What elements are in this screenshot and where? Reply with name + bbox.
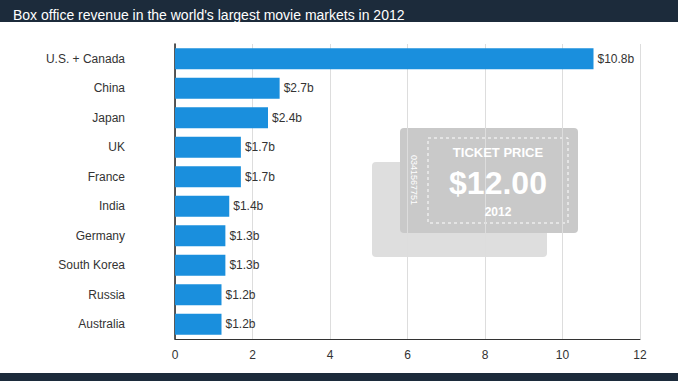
svg-text:Germany: Germany — [76, 229, 125, 243]
svg-text:12: 12 — [633, 348, 647, 362]
svg-text:$1.7b: $1.7b — [245, 170, 275, 184]
svg-text:TICKET PRICE: TICKET PRICE — [453, 145, 544, 160]
svg-text:Japan: Japan — [92, 111, 125, 125]
svg-text:$1.7b: $1.7b — [245, 140, 275, 154]
svg-text:Australia: Australia — [78, 317, 125, 331]
svg-text:2: 2 — [249, 348, 256, 362]
svg-text:4: 4 — [327, 348, 334, 362]
svg-text:$1.4b: $1.4b — [233, 199, 263, 213]
svg-text:2012: 2012 — [485, 205, 512, 219]
svg-text:U.S. + Canada: U.S. + Canada — [46, 52, 125, 66]
svg-text:$1.3b: $1.3b — [229, 229, 259, 243]
svg-text:$2.7b: $2.7b — [284, 81, 314, 95]
svg-text:$2.4b: $2.4b — [272, 111, 302, 125]
svg-text:Box office revenue in the worl: Box office revenue in the world's larges… — [13, 7, 405, 23]
svg-text:South Korea: South Korea — [58, 258, 125, 272]
svg-text:$10.8b: $10.8b — [598, 52, 635, 66]
svg-text:0: 0 — [172, 348, 179, 362]
svg-text:$1.3b: $1.3b — [229, 258, 259, 272]
svg-text:8: 8 — [482, 348, 489, 362]
svg-text:Russia: Russia — [88, 288, 125, 302]
svg-text:India: India — [99, 199, 125, 213]
svg-text:$1.2b: $1.2b — [226, 288, 256, 302]
svg-text:10: 10 — [556, 348, 570, 362]
svg-text:6: 6 — [404, 348, 411, 362]
svg-text:France: France — [88, 170, 126, 184]
svg-text:China: China — [94, 81, 126, 95]
svg-text:$12.00: $12.00 — [449, 165, 547, 201]
svg-text:0341567751: 0341567751 — [409, 155, 419, 205]
svg-text:$1.2b: $1.2b — [226, 317, 256, 331]
svg-text:UK: UK — [108, 140, 125, 154]
